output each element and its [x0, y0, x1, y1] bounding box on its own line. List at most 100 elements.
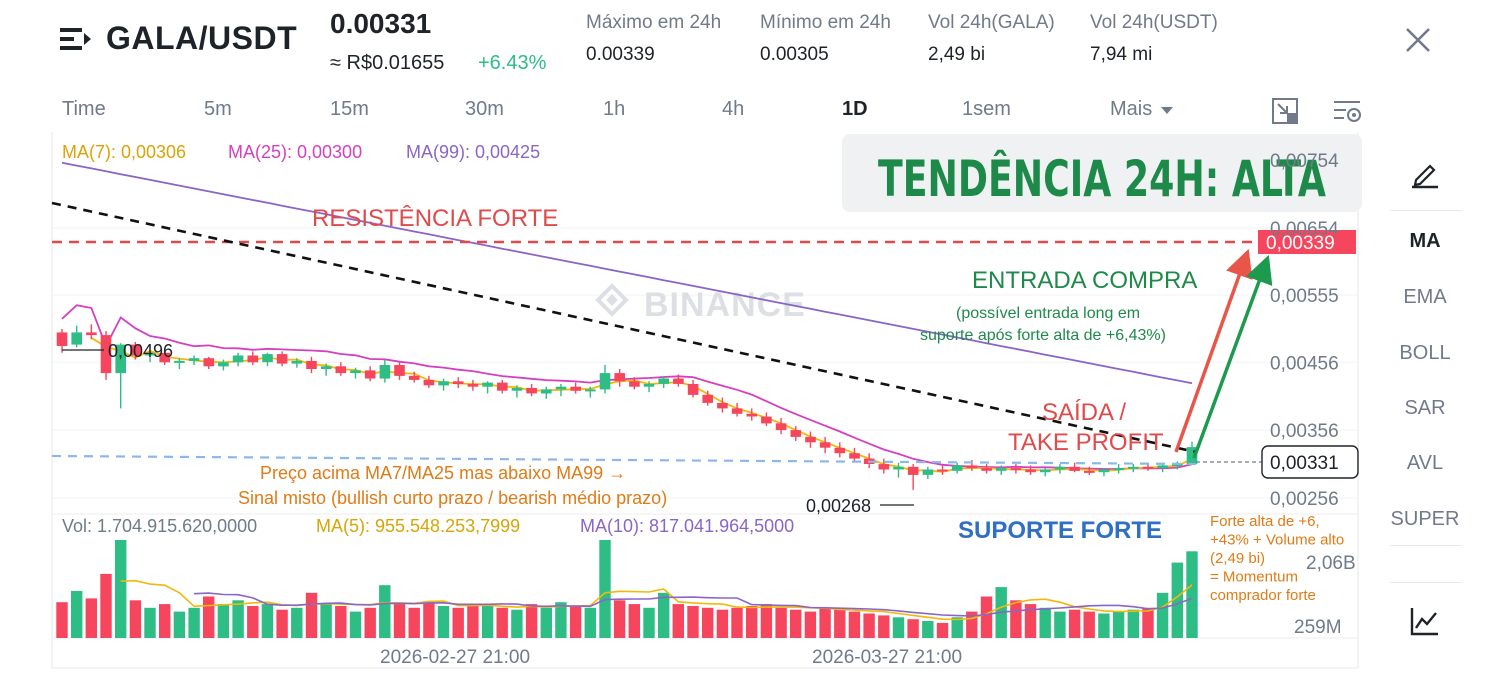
- volume-bar: [555, 602, 567, 638]
- resistance-price-tag: [1258, 230, 1356, 254]
- candle-body: [526, 388, 537, 394]
- indicator-sar[interactable]: SAR: [1404, 397, 1446, 419]
- tab-time[interactable]: Time: [62, 98, 106, 120]
- indicator-chart-icon[interactable]: [1408, 604, 1442, 638]
- indicator-super[interactable]: SUPER: [1390, 508, 1460, 530]
- price-axis-label: 0,00356: [1270, 421, 1339, 442]
- candle-body: [981, 468, 992, 471]
- tab-15m[interactable]: 15m: [330, 98, 369, 120]
- candle-body: [937, 469, 948, 472]
- candle-body: [438, 381, 449, 386]
- fiat-price: ≈ R$0.01655: [330, 52, 445, 74]
- volume-ma10-line: [194, 592, 1193, 617]
- candle-body: [86, 332, 97, 336]
- candle-body: [951, 465, 963, 471]
- volume-bar: [203, 596, 215, 638]
- volume-axis-label: 2,06B: [1306, 553, 1356, 574]
- tab-more[interactable]: Mais: [1110, 98, 1174, 121]
- indicator-ema[interactable]: EMA: [1403, 286, 1447, 308]
- indicator-ma[interactable]: MA: [1409, 230, 1441, 252]
- close-icon[interactable]: [1404, 26, 1432, 54]
- ma25-legend: MA(25): 0,00300: [228, 142, 363, 162]
- volume-bar: [188, 607, 200, 638]
- candle-body: [188, 358, 200, 361]
- chart-layout-icon[interactable]: [1270, 96, 1300, 126]
- volume-bar: [643, 607, 655, 638]
- current-price-text: 0,00331: [1270, 453, 1339, 474]
- candle-body: [100, 335, 112, 374]
- indicator-boll[interactable]: BOLL: [1399, 342, 1451, 364]
- resistance-label: RESISTÊNCIA FORTE: [312, 205, 558, 232]
- entry-arrow-icon: [1192, 254, 1273, 459]
- indicator-avl[interactable]: AVL: [1406, 452, 1444, 474]
- price-axis-label: 0,00456: [1270, 353, 1339, 374]
- volume-bar: [437, 606, 450, 638]
- ma25-line: [61, 304, 1193, 470]
- candle-body: [849, 453, 860, 459]
- pair-title[interactable]: GALA/USDT: [106, 20, 298, 56]
- volume-note-line: = Momentum: [1210, 569, 1298, 586]
- candle-body: [775, 423, 787, 431]
- candle-body: [1113, 468, 1124, 471]
- panel-divider: [1390, 582, 1462, 583]
- volume-bar: [364, 607, 376, 638]
- volume-bar: [159, 604, 171, 638]
- candle-body: [585, 389, 596, 392]
- candle-body: [276, 354, 288, 364]
- volume-bar: [804, 611, 817, 638]
- candle-body: [1069, 466, 1080, 471]
- volume-bar: [599, 540, 611, 638]
- candle-body: [761, 416, 772, 424]
- tab-5m[interactable]: 5m: [204, 98, 232, 120]
- draw-pencil-icon[interactable]: [1408, 156, 1442, 190]
- panel-divider: [1390, 545, 1462, 546]
- moving-average-lines: [61, 161, 1193, 473]
- volume-bar: [349, 611, 362, 638]
- volume-bar: [848, 611, 861, 638]
- volume-note-line: Forte alta de +6,: [1210, 513, 1320, 530]
- volume-bar: [115, 540, 127, 638]
- tab-1sem[interactable]: 1sem: [962, 98, 1011, 120]
- timeframe-tabs: Time 5m 15m 30m 1h 4h 1D 1sem Mais: [0, 92, 1380, 130]
- candle-body: [379, 365, 391, 379]
- candle-body: [1172, 464, 1183, 467]
- tab-30m[interactable]: 30m: [465, 98, 504, 120]
- chart-grid: [51, 132, 1359, 669]
- support-label: SUPORTE FORTE: [958, 517, 1162, 544]
- tab-1d[interactable]: 1D: [842, 98, 868, 120]
- entry-note: suporte após forte alta de +6,43%): [920, 327, 1166, 344]
- tab-4h[interactable]: 4h: [722, 98, 745, 120]
- volume-bar: [379, 585, 391, 638]
- candle-body: [350, 370, 361, 374]
- volume-bar: [1156, 592, 1169, 638]
- high-marker-label: 0,00496: [108, 341, 173, 361]
- candle-body: [364, 370, 376, 379]
- candle-body: [56, 332, 68, 346]
- volume-bar: [173, 611, 186, 638]
- candle-body: [570, 386, 581, 391]
- candle-body: [907, 466, 919, 475]
- candle-body: [555, 386, 567, 390]
- volume-bar: [1083, 611, 1095, 638]
- candle-body: [541, 389, 552, 394]
- volume-bar: [1127, 609, 1139, 638]
- price-axis-label: 0,00256: [1270, 489, 1339, 510]
- exit-label: SAÍDA /: [1042, 399, 1126, 426]
- current-price-tag: [1261, 445, 1359, 479]
- volume-bar: [628, 604, 640, 638]
- candle-body: [1186, 447, 1198, 465]
- chart-settings-icon[interactable]: [1332, 96, 1362, 126]
- candle-body: [408, 375, 420, 380]
- volume-bar: [834, 609, 846, 638]
- time-axis-label: 2026-02-27 21:00: [380, 647, 530, 668]
- volume-bar: [496, 607, 508, 638]
- candle-body: [291, 360, 303, 364]
- volume-bar: [584, 607, 596, 638]
- candle-body: [629, 381, 640, 387]
- volume-bar: [291, 607, 303, 638]
- volume-bar: [71, 590, 83, 638]
- candle-body: [995, 468, 1007, 471]
- tab-1h[interactable]: 1h: [603, 98, 626, 120]
- menu-icon[interactable]: [60, 26, 92, 52]
